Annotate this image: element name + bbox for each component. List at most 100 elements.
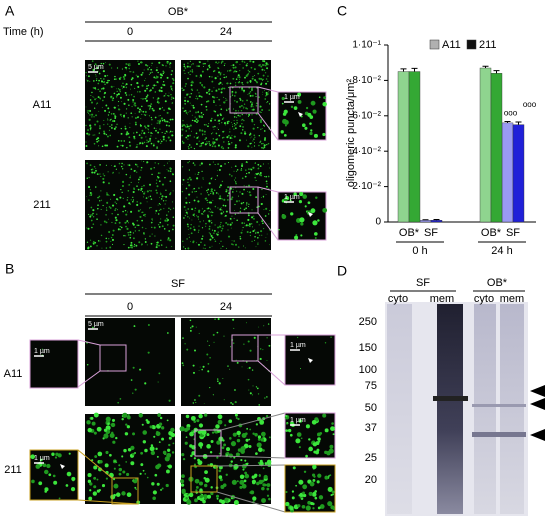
- punctum: [198, 61, 201, 64]
- punctum: [112, 171, 114, 174]
- punctum: [220, 114, 222, 117]
- punctum: [114, 201, 116, 203]
- punctum: [221, 83, 223, 85]
- punctum: [127, 232, 129, 234]
- punctum: [264, 98, 267, 100]
- punctum: [152, 97, 154, 99]
- punctum: [229, 128, 231, 130]
- punctum: [207, 463, 210, 466]
- punctum: [188, 111, 189, 113]
- punctum: [158, 89, 161, 92]
- punctum: [148, 129, 149, 131]
- punctum: [201, 186, 203, 188]
- punctum: [122, 75, 125, 79]
- punctum: [166, 76, 169, 79]
- punctum: [251, 142, 253, 144]
- punctum: [268, 109, 271, 111]
- punctum: [202, 66, 204, 67]
- punctum: [205, 124, 207, 126]
- punctum: [239, 474, 245, 479]
- punctum: [171, 245, 173, 248]
- punctum: [259, 111, 261, 113]
- punctum: [238, 81, 240, 83]
- punctum: [161, 107, 163, 109]
- punctum: [89, 124, 92, 127]
- punctum: [259, 419, 265, 425]
- punctum: [218, 134, 221, 137]
- punctum: [126, 472, 130, 477]
- punctum: [160, 142, 162, 144]
- punctum: [242, 126, 244, 128]
- punctum: [248, 168, 250, 170]
- punctum: [225, 108, 228, 110]
- punctum: [147, 324, 150, 326]
- punctum: [262, 91, 264, 93]
- punctum: [241, 229, 243, 231]
- punctum: [198, 187, 200, 189]
- punctum: [232, 318, 235, 321]
- punctum: [115, 436, 118, 440]
- punctum: [251, 94, 254, 97]
- punctum: [120, 139, 123, 142]
- punctum: [131, 222, 135, 225]
- punctum: [156, 192, 158, 194]
- punctum: [130, 78, 133, 81]
- punctum: [257, 447, 263, 453]
- punctum: [184, 125, 186, 127]
- punctum: [281, 214, 287, 220]
- punctum: [223, 443, 227, 447]
- punctum: [312, 474, 315, 477]
- punctum: [150, 68, 153, 71]
- punctum: [264, 215, 267, 217]
- punctum: [221, 60, 224, 63]
- punctum: [126, 221, 128, 223]
- lane: [500, 304, 524, 514]
- punctum: [163, 164, 165, 167]
- bar: [397, 71, 410, 223]
- punctum: [51, 452, 55, 456]
- punctum: [241, 88, 244, 91]
- legend-swatch: [466, 39, 477, 50]
- punctum: [310, 208, 316, 214]
- punctum: [196, 242, 197, 244]
- punctum: [263, 60, 266, 63]
- error-bar: [504, 120, 511, 123]
- punctum: [231, 137, 233, 139]
- punctum: [231, 243, 233, 245]
- punctum: [216, 96, 218, 99]
- punctum: [236, 76, 239, 78]
- panel-label: D: [337, 263, 347, 279]
- punctum: [262, 94, 263, 95]
- punctum: [171, 201, 173, 203]
- punctum: [302, 491, 305, 495]
- punctum: [111, 165, 113, 166]
- punctum: [181, 123, 183, 125]
- punctum: [326, 450, 331, 456]
- punctum: [217, 207, 219, 209]
- punctum: [240, 139, 242, 141]
- punctum: [227, 70, 229, 72]
- punctum: [248, 366, 251, 369]
- punctum: [127, 184, 129, 186]
- punctum: [233, 217, 235, 219]
- punctum: [131, 105, 133, 108]
- punctum: [107, 114, 110, 116]
- punctum: [124, 125, 127, 128]
- punctum: [298, 494, 301, 497]
- punctum: [208, 220, 211, 223]
- punctum: [95, 186, 97, 188]
- punctum: [155, 69, 158, 72]
- punctum: [168, 207, 170, 209]
- punctum: [217, 88, 220, 91]
- punctum: [203, 211, 205, 213]
- punctum: [111, 127, 113, 129]
- punctum: [222, 137, 224, 139]
- punctum: [290, 421, 294, 425]
- punctum: [107, 118, 109, 120]
- punctum: [252, 127, 255, 130]
- error-bar: [515, 121, 522, 125]
- punctum: [151, 222, 152, 224]
- error-bar: [400, 68, 407, 72]
- punctum: [126, 415, 131, 420]
- zoom-lines: [257, 186, 279, 241]
